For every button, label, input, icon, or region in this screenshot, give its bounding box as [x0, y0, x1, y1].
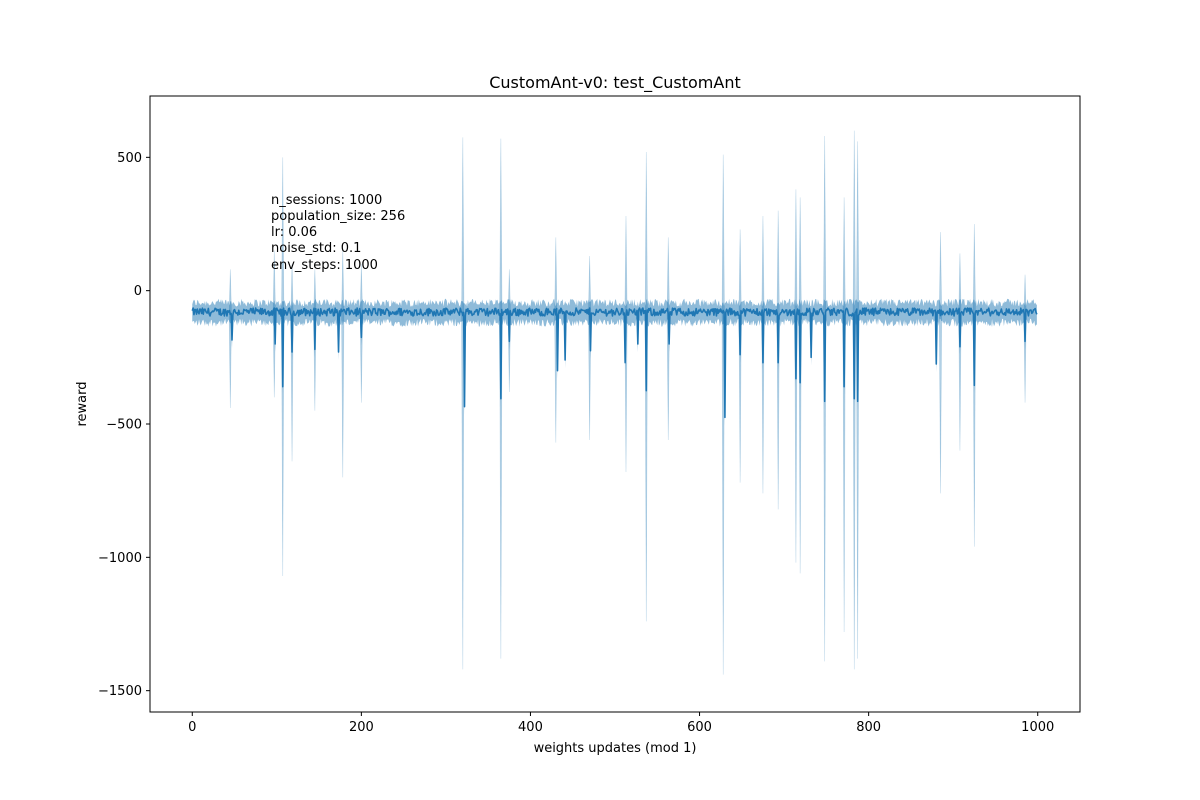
y-axis: 500 0 −500 −1000 −1500 [98, 151, 150, 699]
annotation-line: n_sessions: 1000 [271, 193, 382, 208]
chart-title: CustomAnt-v0: test_CustomAnt [489, 73, 741, 93]
y-tick-label: 0 [134, 284, 142, 299]
annotation-line: lr: 0.06 [271, 225, 317, 240]
axes-frame [149, 95, 1081, 713]
plot-area [191, 130, 1038, 675]
y-tick-label: −1000 [98, 551, 142, 566]
annotation-line: population_size: 256 [271, 209, 405, 224]
x-tick-label: 0 [188, 720, 196, 735]
annotation-line: noise_std: 0.1 [271, 241, 361, 256]
x-tick-label: 1000 [1021, 720, 1054, 735]
x-axis: 0 200 400 600 800 1000 [188, 712, 1054, 735]
y-tick-label: −1500 [98, 684, 142, 699]
hyperparameter-annotation: n_sessions: 1000 population_size: 256 lr… [271, 193, 405, 273]
annotation-line: env_steps: 1000 [271, 258, 378, 273]
mean-reward-line [191, 307, 1038, 419]
y-tick-label: −500 [106, 418, 142, 433]
x-tick-label: 400 [518, 720, 543, 735]
y-axis-label: reward [75, 381, 90, 426]
x-axis-label: weights updates (mod 1) [534, 741, 697, 756]
x-tick-label: 800 [856, 720, 881, 735]
x-tick-label: 600 [687, 720, 712, 735]
std-band-spike [341, 250, 345, 478]
x-tick-label: 200 [349, 720, 374, 735]
y-tick-label: 500 [117, 151, 142, 166]
